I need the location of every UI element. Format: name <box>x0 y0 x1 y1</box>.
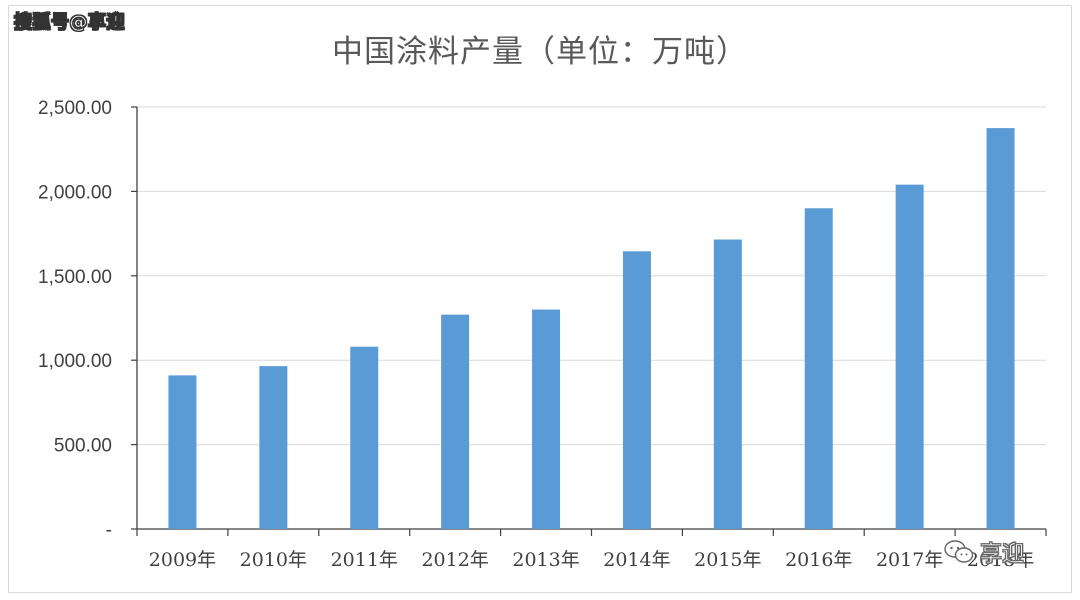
wechat-label: 享迎 <box>980 542 1025 568</box>
y-tick-label: 1,000.00 <box>38 351 112 372</box>
wechat-icon <box>944 540 974 563</box>
y-tick-label: 2,000.00 <box>38 182 112 203</box>
x-tick-label: 2015年 <box>694 549 761 571</box>
bar <box>441 314 470 529</box>
bar <box>804 208 833 529</box>
bar <box>350 346 379 529</box>
x-tick-label: 2014年 <box>603 549 670 571</box>
bar <box>895 184 924 529</box>
x-tick-label: 2009年 <box>149 549 216 571</box>
bar <box>622 251 651 529</box>
bar <box>259 366 288 529</box>
y-tick-label: - <box>106 520 112 541</box>
x-tick-label: 2017年 <box>876 549 943 571</box>
y-tick-label: 1,500.00 <box>38 267 112 288</box>
wechat-watermark: 享迎 <box>944 536 1024 568</box>
x-tick-label: 2012年 <box>421 549 488 571</box>
chart-frame <box>8 5 1072 593</box>
bar <box>986 128 1015 529</box>
y-tick-label: 2,500.00 <box>38 98 112 119</box>
x-tick-label: 2011年 <box>331 549 398 571</box>
bar <box>713 239 742 529</box>
bar <box>532 309 561 529</box>
chart-title: 中国涂料产量（单位：万吨） <box>332 34 748 70</box>
source-watermark: 搜狐号@享迎 <box>14 12 125 34</box>
x-tick-label: 2010年 <box>240 549 307 571</box>
bar <box>168 375 197 529</box>
x-tick-label: 2013年 <box>512 549 579 571</box>
y-tick-label: 500.00 <box>54 436 112 457</box>
x-tick-label: 2018年 <box>967 549 1034 571</box>
x-tick-label: 2016年 <box>785 549 852 571</box>
